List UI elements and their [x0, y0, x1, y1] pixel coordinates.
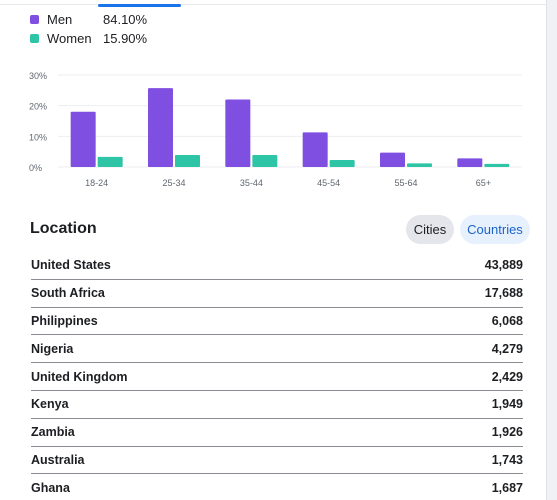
country-name: United Kingdom — [31, 369, 128, 384]
country-name: Philippines — [31, 313, 98, 328]
y-tick-label: 0% — [29, 163, 42, 173]
y-tick-label: 10% — [29, 132, 47, 142]
country-count: 1,743 — [491, 452, 523, 467]
country-count: 1,949 — [491, 397, 523, 412]
country-name: Australia — [31, 452, 85, 467]
bar-women — [97, 156, 123, 167]
country-count: 6,068 — [491, 313, 523, 328]
x-tick-label: 45-54 — [317, 178, 340, 188]
x-tick-label: 35-44 — [240, 178, 263, 188]
location-title: Location — [30, 220, 97, 237]
x-tick-label: 18-24 — [85, 178, 108, 188]
legend-label: Women — [47, 31, 92, 46]
men-swatch — [30, 15, 39, 24]
legend-item-men: Men 84.10% — [30, 10, 147, 29]
bar-men — [380, 152, 405, 167]
legend-label: Men — [47, 12, 73, 27]
legend-value: 84.10% — [103, 12, 148, 27]
country-name: United States — [31, 258, 111, 273]
country-name: Nigeria — [31, 341, 74, 356]
table-row: South Africa 17,688 — [31, 280, 523, 308]
table-row: Ghana 1,687 — [31, 474, 523, 500]
bar-men — [457, 158, 483, 167]
country-count: 43,889 — [484, 258, 523, 273]
x-tick-label: 55-64 — [394, 178, 417, 188]
bar-men — [148, 88, 173, 167]
table-row: Kenya 1,949 — [31, 391, 523, 419]
location-table: United States 43,889 South Africa 17,688 Phi… — [31, 252, 523, 500]
tab-bar-border — [0, 4, 547, 5]
bar-women — [329, 159, 355, 167]
countries-tab-button[interactable]: Countries — [460, 215, 530, 244]
x-tick-label: 25-34 — [162, 178, 185, 188]
active-tab-indicator — [98, 4, 181, 7]
country-name: South Africa — [31, 286, 105, 301]
legend-item-women: Women 15.90% — [30, 29, 147, 48]
country-name: Zambia — [31, 425, 75, 440]
bar-men — [302, 132, 328, 167]
country-count: 17,688 — [484, 286, 523, 301]
table-row: Zambia 1,926 — [31, 419, 523, 447]
cities-tab-button[interactable]: Cities — [406, 215, 454, 244]
age-gender-bar-chart: 0% 10% 20% 30% 18-24 25-34 35-44 45-54 55-64 65+ — [29, 71, 522, 188]
country-count: 2,429 — [491, 369, 523, 384]
country-name: Ghana — [31, 481, 70, 496]
table-row: Australia 1,743 — [31, 447, 523, 475]
table-row: United Kingdom 2,429 — [31, 363, 523, 391]
bar-women — [484, 163, 510, 167]
table-row: Nigeria 4,279 — [31, 335, 523, 364]
y-tick-label: 20% — [29, 102, 47, 112]
bar-men — [70, 111, 96, 167]
gender-legend: Men 84.10% Women 15.90% — [30, 10, 147, 48]
bar-women — [407, 163, 432, 167]
country-count: 1,926 — [491, 425, 523, 440]
table-row: United States 43,889 — [31, 252, 523, 280]
bar-women — [252, 155, 278, 167]
y-tick-label: 30% — [29, 71, 47, 81]
legend-value: 15.90% — [103, 31, 148, 46]
country-count: 4,279 — [491, 341, 523, 356]
bar-men — [225, 99, 251, 167]
country-name: Kenya — [31, 397, 69, 412]
bar-women — [175, 155, 200, 167]
table-row: Philippines 6,068 — [31, 308, 523, 336]
x-tick-label: 65+ — [476, 178, 491, 188]
women-swatch — [30, 34, 39, 43]
country-count: 1,687 — [491, 481, 523, 496]
